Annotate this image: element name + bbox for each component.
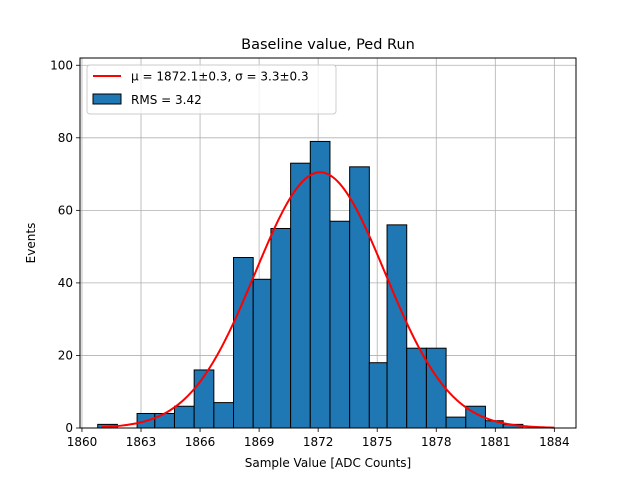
histogram-bar bbox=[154, 412, 175, 429]
x-tick-label: 1884 bbox=[539, 435, 570, 449]
x-tick-label: 1863 bbox=[126, 435, 157, 449]
histogram-bar bbox=[290, 162, 311, 429]
y-tick-label: 40 bbox=[58, 276, 73, 290]
x-axis-ticks: 1860 1863 1866 1869 1872 1875 1878 1881 1884 bbox=[67, 428, 570, 449]
histogram-bar bbox=[193, 369, 215, 429]
x-tick-label: 1875 bbox=[362, 435, 393, 449]
x-tick-label: 1869 bbox=[244, 435, 275, 449]
y-tick-label: 80 bbox=[58, 131, 73, 145]
y-tick-label: 0 bbox=[65, 421, 73, 435]
histogram-bar bbox=[329, 220, 351, 429]
histogram-bar bbox=[349, 166, 370, 429]
histogram-bar bbox=[252, 278, 272, 429]
chart-title: Baseline value, Ped Run bbox=[241, 37, 415, 53]
histogram-bar bbox=[270, 227, 292, 429]
y-tick-label: 100 bbox=[50, 58, 73, 72]
x-axis-label: Sample Value [ADC Counts] bbox=[245, 456, 411, 470]
x-tick-label: 1872 bbox=[303, 435, 334, 449]
x-tick-label: 1878 bbox=[421, 435, 452, 449]
y-axis-ticks: 0 20 40 60 80 100 bbox=[50, 58, 80, 435]
legend-fit-label: μ = 1872.1±0.3, σ = 3.3±0.3 bbox=[131, 70, 309, 84]
y-axis-label: Events bbox=[24, 223, 38, 264]
legend: μ = 1872.1±0.3, σ = 3.3±0.3 RMS = 3.42 bbox=[86, 64, 337, 115]
histogram-bar bbox=[425, 347, 447, 429]
histogram-bar bbox=[368, 362, 388, 429]
y-tick-label: 60 bbox=[58, 203, 73, 217]
legend-histogram-label: RMS = 3.42 bbox=[131, 93, 202, 107]
histogram-bar bbox=[386, 224, 408, 429]
histogram-bar bbox=[445, 416, 467, 429]
y-tick-label: 20 bbox=[58, 348, 73, 362]
histogram-bar bbox=[173, 405, 195, 429]
histogram-bars bbox=[97, 140, 524, 429]
histogram-bar bbox=[406, 347, 427, 429]
legend-histogram-swatch bbox=[92, 93, 122, 105]
x-tick-label: 1881 bbox=[480, 435, 511, 449]
legend-box bbox=[86, 64, 337, 115]
histogram-bar bbox=[309, 140, 331, 429]
x-tick-label: 1860 bbox=[67, 435, 98, 449]
plot-frame bbox=[79, 57, 577, 429]
x-tick-label: 1866 bbox=[185, 435, 216, 449]
histogram-bar bbox=[213, 402, 235, 429]
gaussian-fit-curve bbox=[101, 171, 555, 429]
